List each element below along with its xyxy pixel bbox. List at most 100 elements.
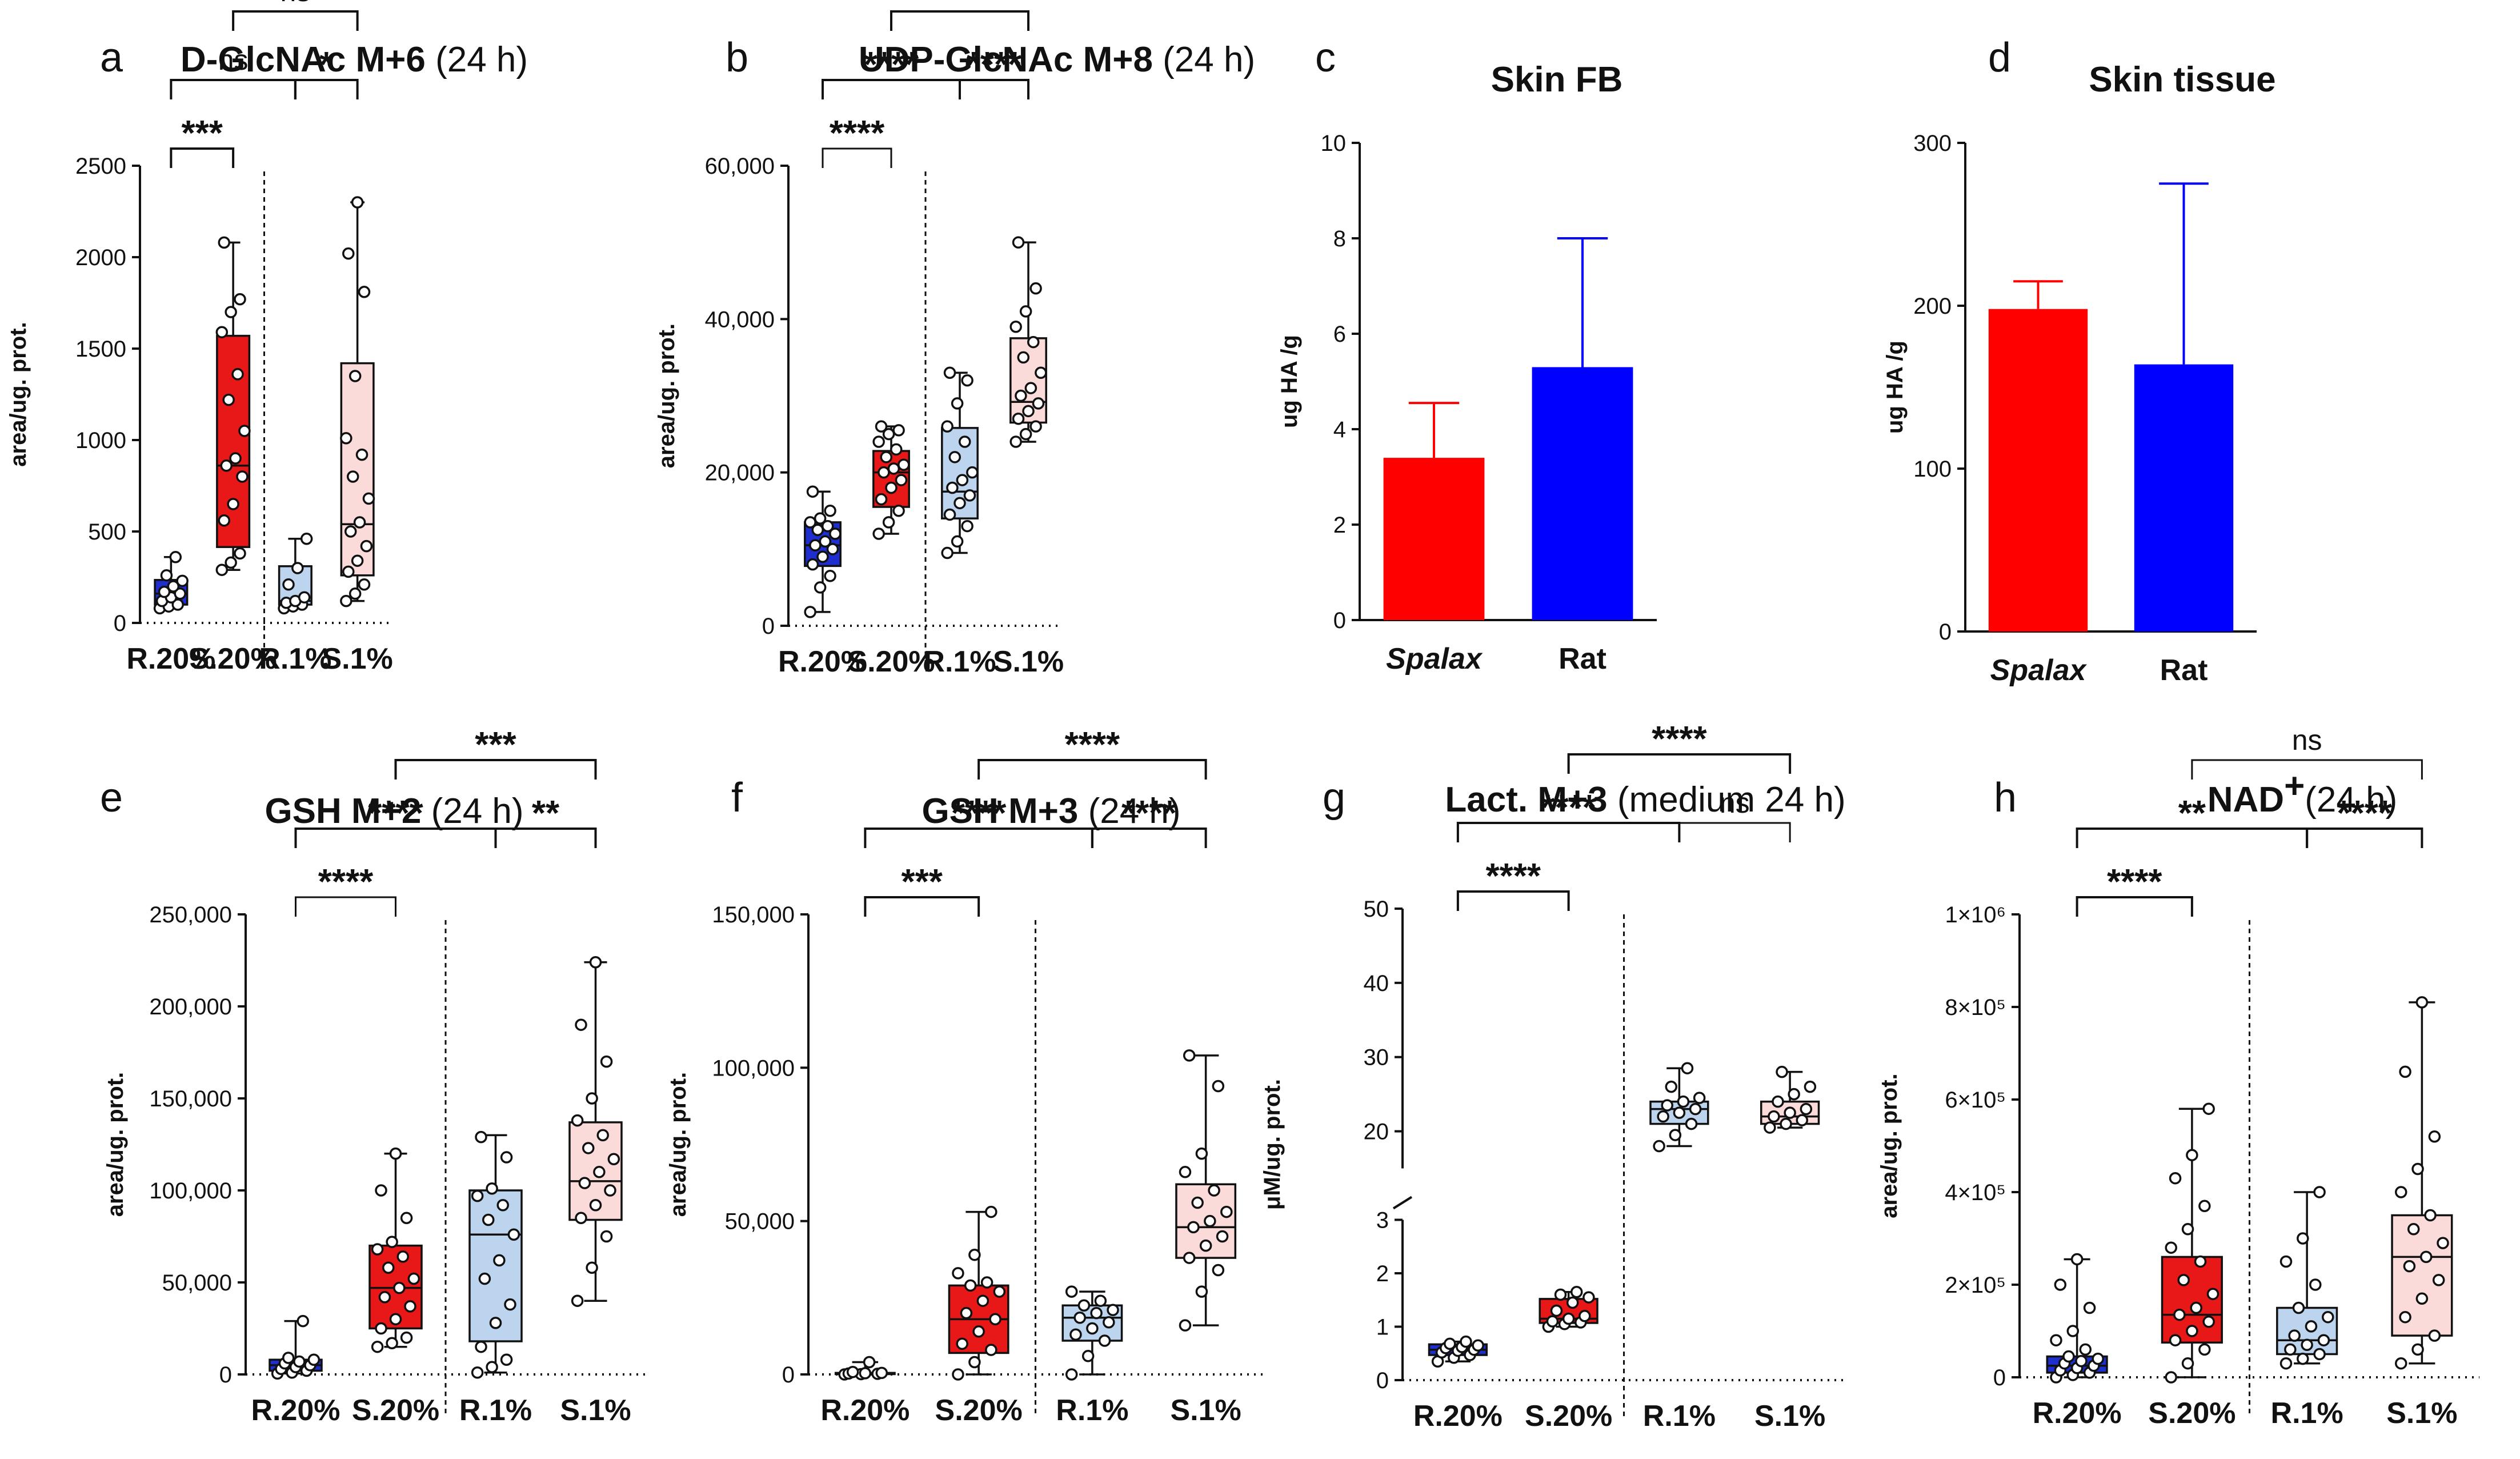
data-point xyxy=(966,466,979,479)
data-point xyxy=(2066,1325,2080,1337)
significance-label: **** xyxy=(864,45,919,85)
data-point xyxy=(1685,1117,1698,1130)
y-tick-label: 6 xyxy=(1333,322,1346,347)
data-point xyxy=(882,516,895,529)
data-point xyxy=(1764,1121,1776,1134)
x-tick-label: S.1% xyxy=(1170,1394,1241,1427)
data-point xyxy=(1220,1205,1233,1218)
box-e-3: S.1% xyxy=(560,956,631,1427)
data-point xyxy=(386,1337,398,1350)
data-point xyxy=(493,1254,506,1267)
data-point xyxy=(2181,1357,2194,1370)
data-point xyxy=(589,956,602,969)
significance-label: ns xyxy=(2292,724,2322,756)
data-point xyxy=(1772,1095,1784,1108)
y-tick-label: 0 xyxy=(782,1362,795,1388)
x-tick-label: S.1% xyxy=(993,645,1064,678)
data-point xyxy=(575,1212,587,1225)
y-tick-label: 3 xyxy=(1376,1208,1389,1233)
data-point xyxy=(589,1199,602,1212)
bracket-line xyxy=(959,79,1029,99)
y-tick-label: 150,000 xyxy=(149,1086,232,1112)
significance-bracket: **** xyxy=(1567,719,1792,774)
data-point xyxy=(1179,1166,1192,1178)
data-point xyxy=(2165,1241,2177,1254)
data-point xyxy=(2428,1329,2441,1342)
data-point xyxy=(952,1267,964,1280)
panel-title-e: GSH M+2 (24 h) xyxy=(265,792,523,831)
title-main: Lact. M+3 xyxy=(1445,780,1607,820)
data-point xyxy=(2297,1232,2309,1245)
data-point xyxy=(2279,1357,2293,1370)
data-point xyxy=(236,470,249,483)
y-tick-label: 2 xyxy=(1376,1261,1389,1286)
data-point xyxy=(1796,1114,1809,1126)
data-point xyxy=(2322,1310,2334,1324)
data-point xyxy=(393,1281,406,1294)
data-point xyxy=(814,512,827,525)
data-point xyxy=(2399,1310,2411,1324)
y-tick-label: 1000 xyxy=(75,428,126,453)
significance-label: ns xyxy=(218,44,249,76)
panel-e: e GSH M+2 (24 h) 0 50,000 100,000 150,000 200,… xyxy=(100,725,646,1427)
box-f-1: S.20% xyxy=(935,1205,1023,1427)
data-point xyxy=(1693,1092,1706,1104)
data-point xyxy=(571,1114,584,1127)
data-point xyxy=(482,1213,495,1226)
bar-body xyxy=(1532,367,1633,620)
data-point xyxy=(1195,1285,1208,1298)
data-point xyxy=(486,1361,498,1373)
title-superscript: + xyxy=(2284,766,2305,806)
data-point xyxy=(1784,1106,1796,1119)
data-point xyxy=(985,1344,997,1356)
data-point xyxy=(596,1129,609,1142)
data-point xyxy=(958,435,971,448)
y-tick-label: 50 xyxy=(1364,897,1389,922)
data-point xyxy=(882,427,895,441)
panel-letter-h: h xyxy=(1994,775,2017,821)
panel-title-b: UDP-GlcNAc M+8 (24 h) xyxy=(859,40,1255,79)
data-point xyxy=(1032,397,1045,410)
x-tick-label: Rat xyxy=(1559,642,1606,675)
y-tick-label: 0 xyxy=(762,614,775,639)
data-point xyxy=(2198,1343,2211,1356)
data-point xyxy=(2075,1354,2088,1368)
data-point xyxy=(846,1365,859,1378)
data-point xyxy=(1472,1339,1484,1352)
data-point xyxy=(1665,1080,1678,1093)
y-tick-label: 200,000 xyxy=(149,994,232,1020)
data-point xyxy=(1460,1335,1472,1348)
panel-title-d: Skin tissue xyxy=(2089,60,2275,99)
data-point xyxy=(2173,1308,2186,1321)
box-b-0: R.20% xyxy=(778,485,867,678)
data-point xyxy=(2202,1316,2215,1328)
data-point xyxy=(362,492,375,505)
data-point xyxy=(2194,1255,2207,1268)
y-tick-label: 8 xyxy=(1333,226,1346,251)
title-suffix: (24 h) xyxy=(421,792,523,831)
box-g-1: S.20% xyxy=(1525,1285,1612,1433)
data-point xyxy=(875,1366,888,1380)
data-point xyxy=(806,558,819,571)
data-point xyxy=(1677,1095,1690,1108)
data-point xyxy=(504,1298,516,1311)
data-point xyxy=(225,556,237,569)
data-point xyxy=(890,443,903,456)
panel-letter-e: e xyxy=(100,775,123,821)
x-tick-label: R.20% xyxy=(2033,1397,2122,1430)
data-point xyxy=(2054,1278,2067,1291)
y-tick-label: 100,000 xyxy=(149,1178,232,1204)
significance-label: **** xyxy=(1065,725,1120,765)
data-point xyxy=(358,578,371,591)
significance-label: **** xyxy=(2337,794,2392,833)
data-point xyxy=(863,1356,876,1369)
data-point xyxy=(348,370,362,382)
x-tick-label: S.20% xyxy=(2148,1397,2235,1430)
title-suffix: (medium 24 h) xyxy=(1608,780,1846,820)
data-point xyxy=(2394,1357,2407,1370)
data-point xyxy=(2190,1301,2202,1314)
data-point xyxy=(1212,1080,1225,1093)
data-point xyxy=(1027,335,1040,349)
bar-body xyxy=(2134,364,2234,631)
bracket-line xyxy=(977,759,1207,780)
